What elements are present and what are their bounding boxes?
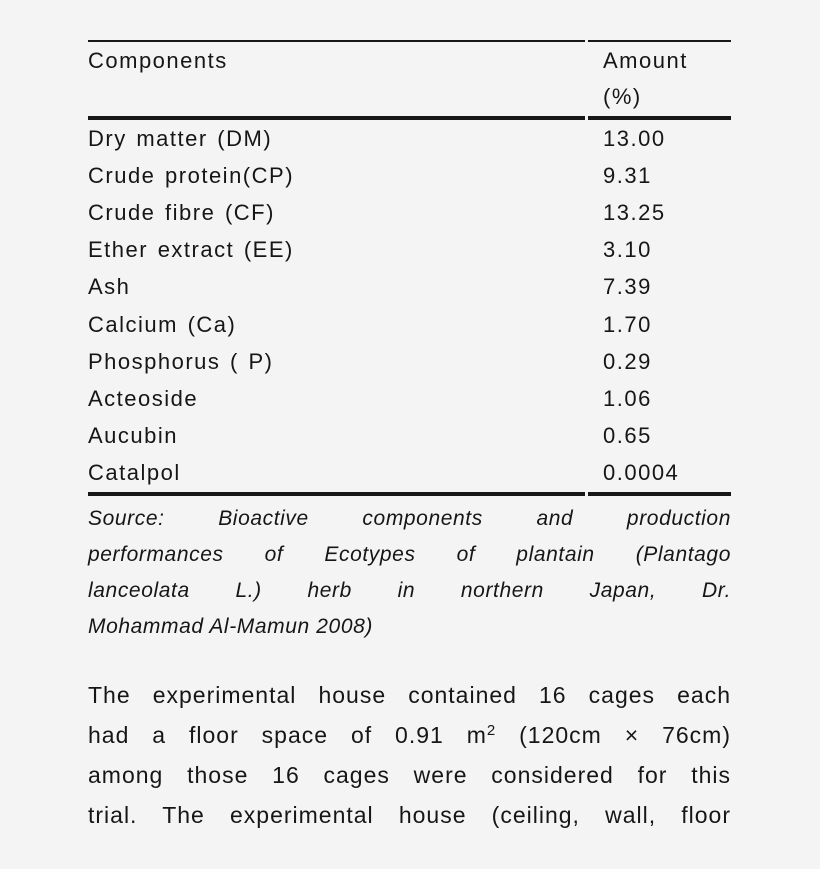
table-source-note: Source: Bioactive components and product… [88,501,731,645]
paragraph-line: had a floor space of 0.91 m2 (120cm × 76… [88,715,731,755]
component-cell: Calcium (Ca) [88,311,237,337]
amount-header-label: Amount [603,48,688,73]
amount-cell: 0.65 [603,423,652,449]
rule-segment [588,491,731,496]
nutrient-composition-section: Components Amount (%) Dry matter (DM) 13… [88,40,731,835]
source-line: Mohammad Al-Mamun 2008) [88,614,373,638]
component-cell: Acteoside [88,385,199,411]
superscript: 2 [486,721,497,739]
component-cell: Dry matter (DM) [88,125,273,151]
amount-cell: 9.31 [603,162,652,188]
amount-cell: 0.0004 [603,460,680,486]
paragraph-text: had a floor space of 0.91 m [88,721,487,748]
table-row: Crude protein(CP) 9.31 [88,157,731,194]
body-paragraph: The experimental house contained 16 cage… [88,675,731,835]
paragraph-line: among those 16 cages were considered for… [88,755,731,795]
paragraph-text: trial. The experimental house (ceiling, … [88,801,731,828]
table-row: Acteoside 1.06 [88,380,731,417]
table-row: Phosphorus ( P) 0.29 [88,343,731,380]
amount-cell: 1.70 [603,311,652,337]
amount-cell: 13.00 [603,125,666,151]
table-row: Dry matter (DM) 13.00 [88,120,731,157]
component-cell: Crude protein(CP) [88,162,295,188]
component-cell: Ether extract (EE) [88,237,294,263]
paragraph-text: (120cm × 76cm) [496,721,731,748]
amount-cell: 3.10 [603,237,652,263]
table-header-rule [88,116,731,120]
component-cell: Catalpol [88,460,181,486]
table-row: Calcium (Ca) 1.70 [88,306,731,343]
rule-segment [588,116,731,120]
rule-segment [88,491,585,496]
paragraph-line: trial. The experimental house (ceiling, … [88,795,731,835]
table-body: Dry matter (DM) 13.00 Crude protein(CP) … [88,120,731,492]
table-row: Crude fibre (CF) 13.25 [88,194,731,231]
table-top-rule [88,40,731,42]
table-bottom-rule [88,491,731,496]
amount-cell: 13.25 [603,199,666,225]
component-cell: Aucubin [88,423,179,449]
component-cell: Ash [88,274,131,300]
table-row: Catalpol 0.0004 [88,455,731,492]
rule-segment [588,40,731,42]
component-cell: Phosphorus ( P) [88,348,274,374]
paragraph-text: among those 16 cages were considered for… [88,761,731,788]
rule-segment [88,40,585,42]
source-line: performances of Ecotypes of plantain (Pl… [88,542,731,566]
paragraph-text: The experimental house contained 16 cage… [88,681,731,708]
amount-cell: 7.39 [603,274,652,300]
table-row: Ash 7.39 [88,269,731,306]
components-column-header: Components [88,48,228,73]
component-cell: Crude fibre (CF) [88,199,275,225]
amount-cell: 0.29 [603,348,652,374]
table-row: Aucubin 0.65 [88,418,731,455]
table-header-row: Components Amount (%) [88,42,731,116]
table-row: Ether extract (EE) 3.10 [88,232,731,269]
amount-header-unit: (%) [603,84,642,109]
paragraph-line: The experimental house contained 16 cage… [88,675,731,715]
source-line: Source: Bioactive components and product… [88,506,731,530]
amount-column-header: Amount (%) [603,43,731,116]
amount-cell: 1.06 [603,385,652,411]
source-line: lanceolata L.) herb in northern Japan, D… [88,578,731,602]
rule-segment [88,116,585,120]
